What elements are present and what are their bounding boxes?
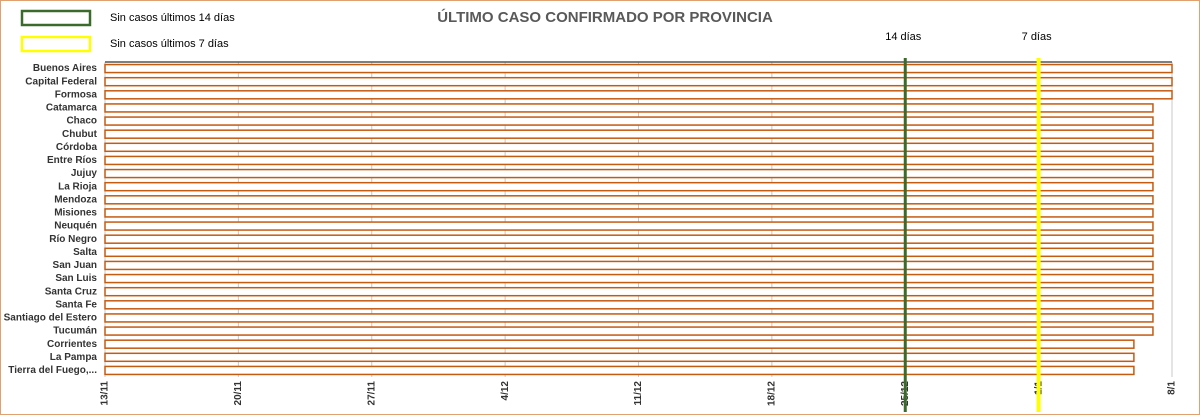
y-tick-label: San Juan — [53, 260, 97, 271]
y-tick-label: Río Negro — [49, 234, 97, 245]
chart-title: ÚLTIMO CASO CONFIRMADO POR PROVINCIA — [437, 8, 773, 26]
y-tick-label: La Rioja — [58, 181, 97, 192]
bar — [104, 181, 1154, 192]
bar — [104, 339, 1135, 349]
x-tick-label: 20/11 — [233, 381, 244, 406]
bar — [104, 208, 1154, 218]
y-tick-label: Buenos Aires — [33, 63, 98, 74]
y-tick-label: Chaco — [66, 116, 97, 127]
y-tick-label: Jujuy — [71, 168, 98, 179]
bar — [104, 116, 1154, 126]
y-tick-label: Santa Cruz — [45, 286, 97, 297]
y-tick-label: Mendoza — [54, 194, 97, 205]
bar — [104, 300, 1154, 310]
y-tick-label: La Pampa — [50, 352, 98, 363]
y-tick-label: Salta — [73, 247, 97, 258]
x-tick-label: 27/11 — [366, 381, 377, 406]
x-tick-label: 8/1 — [1167, 381, 1178, 395]
y-tick-label: Tucumán — [53, 326, 97, 337]
y-tick-label: Formosa — [55, 89, 98, 100]
bar — [104, 63, 1173, 74]
y-tick-label: Entre Ríos — [47, 155, 97, 166]
bar — [104, 155, 1154, 166]
legend-swatch — [20, 9, 92, 27]
bar — [104, 142, 1154, 153]
legend-label: Sin casos últimos 7 días — [110, 38, 229, 50]
legend-swatch — [20, 35, 92, 53]
y-tick-label: Neuquén — [54, 221, 97, 232]
bar — [104, 76, 1173, 87]
bar — [104, 326, 1154, 336]
reference-label: 7 días — [1022, 31, 1052, 43]
bar — [104, 90, 1173, 100]
bar — [104, 313, 1154, 323]
y-tick-label: Chubut — [62, 129, 98, 140]
reference-label: 14 días — [885, 31, 922, 43]
bar — [104, 103, 1154, 113]
bar — [104, 168, 1154, 179]
bar — [104, 352, 1135, 363]
y-tick-label: Santa Fe — [55, 299, 97, 310]
y-tick-label: Córdoba — [56, 142, 98, 153]
bar — [104, 365, 1135, 376]
x-tick-label: 13/11 — [100, 381, 111, 406]
x-tick-label: 11/12 — [633, 381, 644, 406]
y-tick-label: Santiago del Estero — [4, 313, 97, 324]
y-tick-label: Capital Federal — [25, 76, 97, 87]
x-tick-label: 4/12 — [500, 381, 511, 401]
y-tick-label: Corrientes — [47, 339, 97, 350]
bar — [104, 247, 1154, 258]
y-tick-label: Catamarca — [46, 103, 98, 114]
y-tick-label: Misiones — [54, 208, 97, 219]
y-tick-label: Tierra del Fuego,... — [8, 365, 97, 376]
bar — [104, 129, 1154, 139]
bar — [104, 195, 1154, 205]
bar — [104, 286, 1154, 297]
legend-label: Sin casos últimos 14 días — [110, 12, 235, 24]
bar — [104, 234, 1154, 244]
bar — [104, 221, 1154, 231]
x-tick-label: 18/12 — [767, 381, 778, 406]
bar — [104, 273, 1154, 284]
bar — [104, 260, 1154, 271]
y-tick-label: San Luis — [55, 273, 97, 284]
